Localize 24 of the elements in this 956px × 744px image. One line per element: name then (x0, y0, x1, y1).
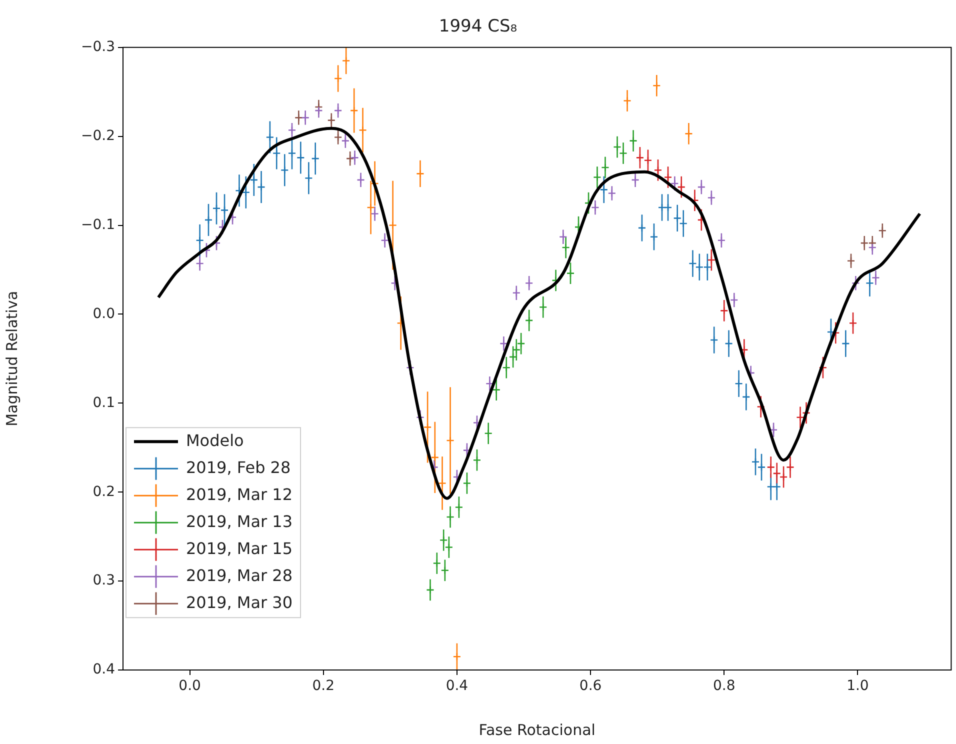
legend-label: 2019, Mar 30 (186, 592, 293, 612)
x-axis-title: Fase Rotacional (478, 720, 596, 739)
legend-label: 2019, Mar 13 (186, 512, 293, 531)
y-axis-title: Magnitud Relativa (2, 290, 21, 426)
y-tick-label: −0.2 (81, 128, 115, 144)
x-tick-label: 0.8 (712, 678, 736, 694)
x-tick-label: 1.0 (846, 678, 869, 694)
y-tick-label: 0.3 (92, 572, 115, 589)
legend-label: Modelo (186, 430, 244, 450)
chart-title: 1994 CS₈ (438, 16, 518, 37)
y-tick-label: 0.0 (92, 306, 115, 322)
y-tick-label: −0.3 (81, 39, 115, 56)
x-tick-label: 0.4 (446, 678, 468, 694)
y-tick-label: −0.1 (81, 216, 115, 233)
x-tick-label: 0.2 (312, 678, 335, 694)
legend-label: 2019, Feb 28 (186, 458, 291, 477)
y-tick-label: 0.4 (92, 662, 116, 678)
x-tick-label: 0.6 (579, 678, 602, 694)
legend-label: 2019, Mar 12 (186, 484, 293, 504)
legend-label: 2019, Mar 28 (186, 566, 293, 585)
x-tick-label: 0.0 (178, 678, 201, 694)
y-tick-label: 0.1 (92, 394, 115, 411)
legend-label: 2019, Mar 15 (186, 538, 293, 558)
y-tick-label: 0.2 (92, 484, 115, 500)
